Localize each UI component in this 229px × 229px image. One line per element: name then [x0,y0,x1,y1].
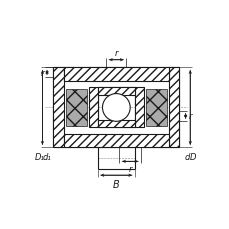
Circle shape [102,94,130,122]
Polygon shape [145,90,166,126]
Polygon shape [65,90,87,126]
Text: r: r [188,112,191,121]
Polygon shape [97,88,134,96]
Polygon shape [64,134,168,148]
Polygon shape [168,68,179,148]
Text: r: r [114,49,117,58]
Text: r: r [128,165,131,174]
Polygon shape [134,88,143,128]
Text: D: D [189,153,196,161]
Polygon shape [64,68,168,82]
Text: d₁: d₁ [42,153,51,161]
Text: B: B [112,179,119,189]
Polygon shape [88,88,97,128]
Text: D₁: D₁ [34,153,44,161]
Polygon shape [97,120,134,128]
Text: d: d [184,153,189,161]
Polygon shape [53,68,64,148]
Text: r: r [40,69,44,78]
